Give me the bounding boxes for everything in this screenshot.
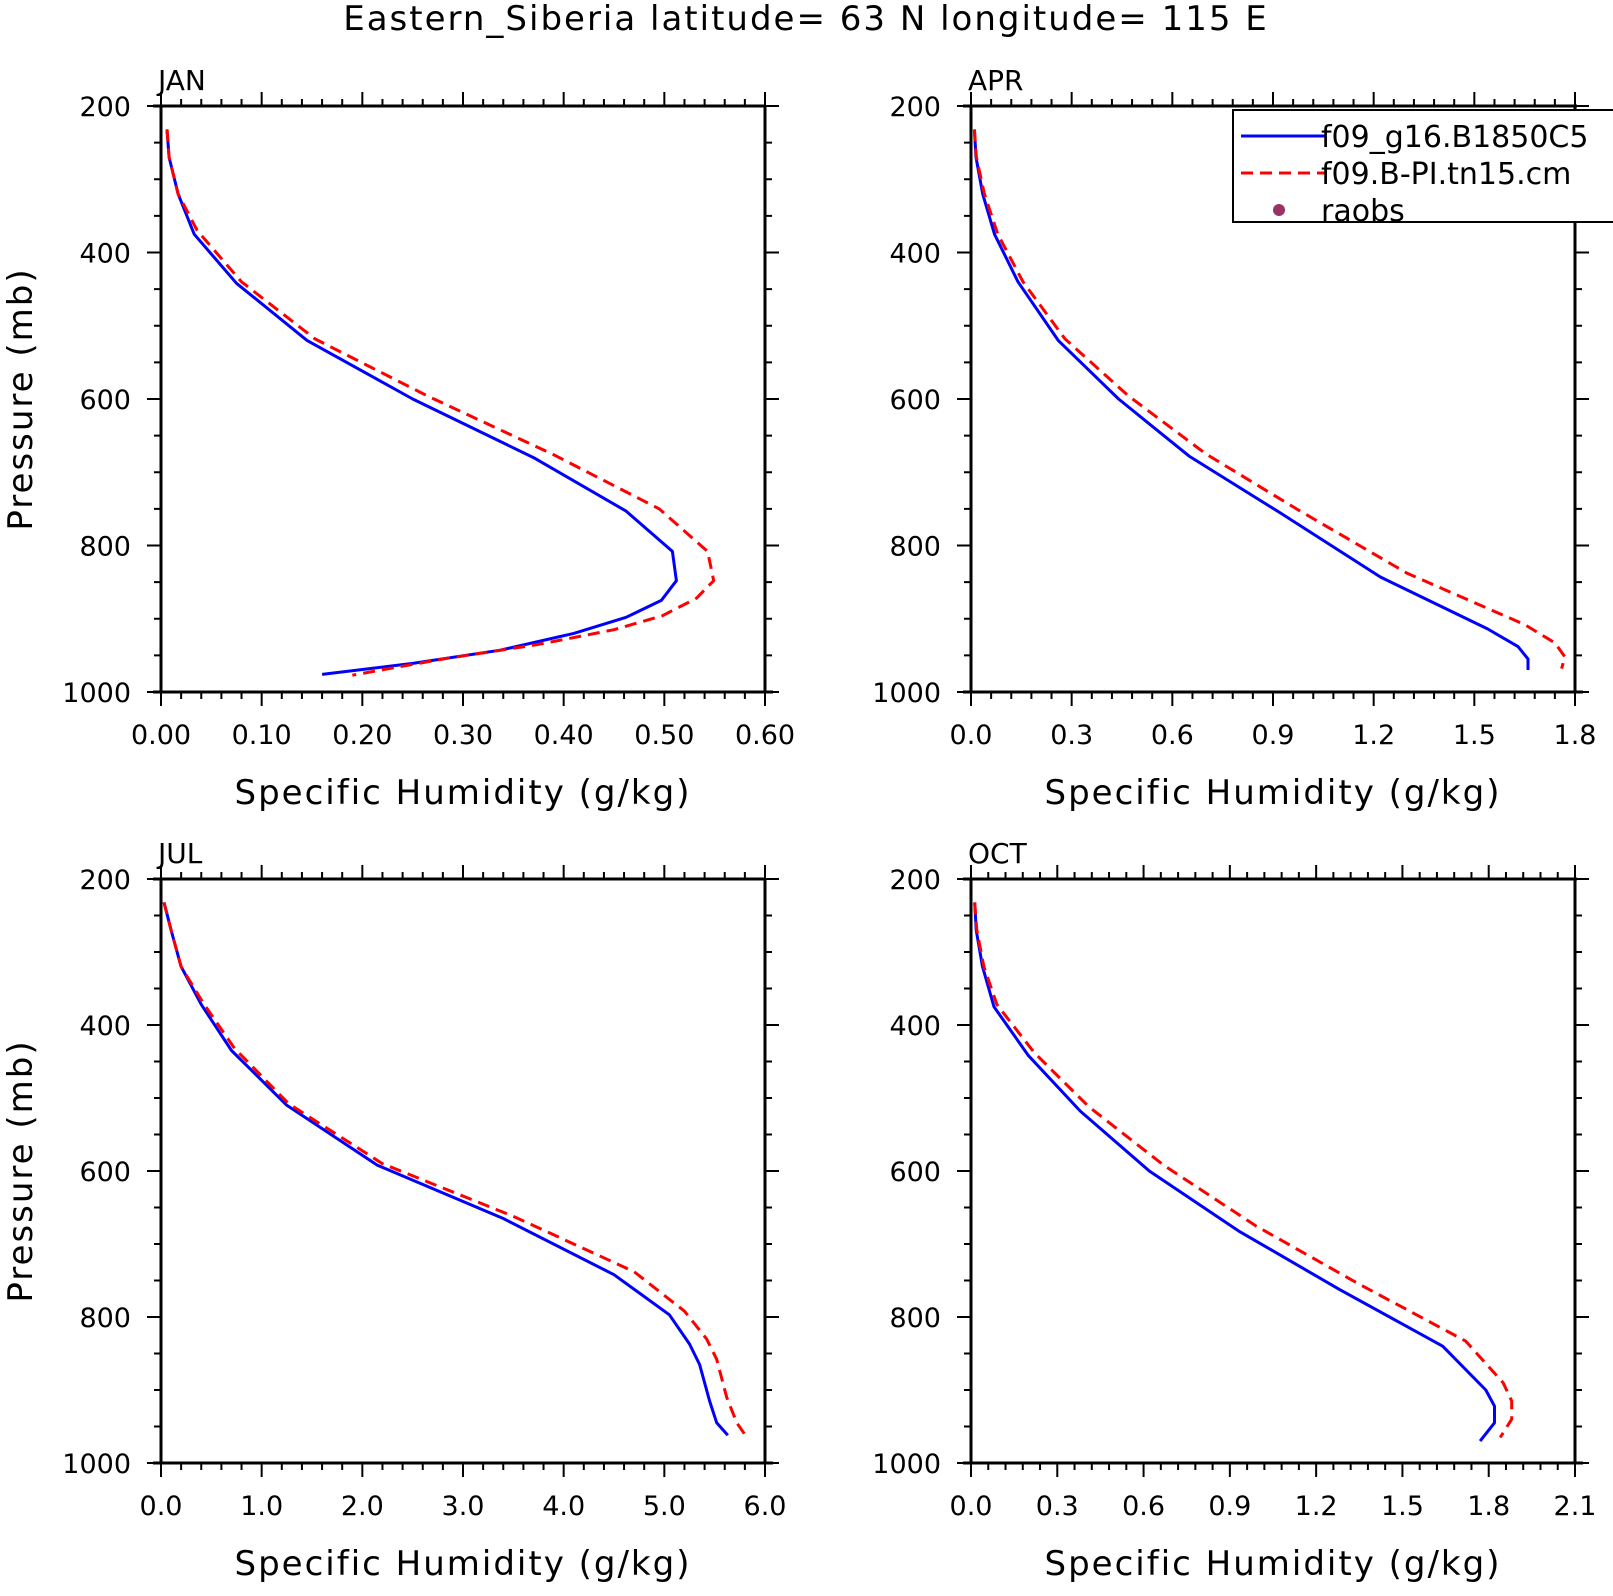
y-tick-label: 200 bbox=[889, 92, 941, 123]
series-line bbox=[972, 129, 1530, 670]
panel-title: JAN bbox=[156, 64, 206, 97]
panel-title: JUL bbox=[156, 837, 203, 870]
y-tick-label: 600 bbox=[79, 385, 131, 416]
series-line bbox=[973, 902, 1496, 1443]
series-line bbox=[165, 129, 716, 677]
x-axis-label: Specific Humidity (g/kg) bbox=[1045, 1544, 1502, 1584]
x-tick-label: 0.3 bbox=[1050, 720, 1093, 751]
y-axis-label: Pressure (mb) bbox=[1, 267, 41, 530]
legend-label: f09_g16.B1850C5 bbox=[1321, 120, 1588, 155]
x-tick-label: 0.9 bbox=[1252, 720, 1295, 751]
x-tick-label: 2.0 bbox=[341, 1491, 384, 1522]
y-tick-label: 400 bbox=[889, 1011, 941, 1042]
y-tick-label: 200 bbox=[79, 865, 131, 896]
x-tick-label: 1.2 bbox=[1295, 1491, 1338, 1522]
y-tick-label: 600 bbox=[79, 1157, 131, 1188]
x-tick-label: 1.8 bbox=[1554, 720, 1597, 751]
y-tick-label: 1000 bbox=[62, 678, 131, 709]
y-tick-label: 400 bbox=[889, 239, 941, 270]
x-tick-label: 0.60 bbox=[735, 720, 795, 751]
series-line bbox=[973, 902, 1514, 1439]
x-tick-label: 0.0 bbox=[950, 1491, 993, 1522]
x-tick-label: 0.3 bbox=[1036, 1491, 1079, 1522]
series-line bbox=[162, 902, 729, 1437]
panel-oct: 0.0 0.3 0.6 0.9 1.2 1.5 1.8 2.1 200 400 600 800 1000… bbox=[872, 837, 1596, 1584]
x-tick-label: 0.50 bbox=[634, 720, 694, 751]
y-tick-label: 1000 bbox=[872, 678, 941, 709]
x-tick-label: 0.9 bbox=[1208, 1491, 1251, 1522]
x-tick-label: 0.40 bbox=[534, 720, 594, 751]
y-tick-label: 600 bbox=[889, 1157, 941, 1188]
x-tick-label: 0.20 bbox=[332, 720, 392, 751]
x-axis-label: Specific Humidity (g/kg) bbox=[235, 773, 692, 813]
x-tick-label: 0.0 bbox=[950, 720, 993, 751]
legend-label: raobs bbox=[1321, 194, 1405, 229]
x-tick-label: 1.2 bbox=[1352, 720, 1395, 751]
x-tick-label: 1.8 bbox=[1467, 1491, 1510, 1522]
x-tick-label: 3.0 bbox=[442, 1491, 485, 1522]
x-tick-label: 0.6 bbox=[1151, 720, 1194, 751]
panel-jul: 0.0 1.0 2.0 3.0 4.0 5.0 6.0 200 400 600 800 1000 JUL… bbox=[1, 837, 786, 1584]
y-tick-label: 400 bbox=[79, 239, 131, 270]
y-tick-label: 400 bbox=[79, 1011, 131, 1042]
panel-title: APR bbox=[968, 64, 1024, 97]
x-tick-label: 0.00 bbox=[131, 720, 191, 751]
y-tick-label: 600 bbox=[889, 385, 941, 416]
x-tick-label: 1.5 bbox=[1453, 720, 1496, 751]
x-tick-label: 0.0 bbox=[140, 1491, 183, 1522]
x-tick-label: 0.10 bbox=[232, 720, 292, 751]
y-tick-label: 1000 bbox=[872, 1449, 941, 1480]
x-tick-label: 6.0 bbox=[744, 1491, 787, 1522]
x-tick-label: 5.0 bbox=[643, 1491, 686, 1522]
x-axis-label: Specific Humidity (g/kg) bbox=[235, 1544, 692, 1584]
y-tick-label: 200 bbox=[79, 92, 131, 123]
legend-marker bbox=[1273, 204, 1285, 216]
y-tick-label: 800 bbox=[79, 532, 131, 563]
series-line bbox=[165, 129, 678, 676]
figure-title: Eastern_Siberia latitude= 63 N longitude… bbox=[343, 0, 1269, 39]
y-axis-label: Pressure (mb) bbox=[1, 1039, 41, 1302]
x-tick-label: 1.0 bbox=[240, 1491, 283, 1522]
y-tick-label: 800 bbox=[889, 1303, 941, 1334]
y-tick-label: 800 bbox=[889, 532, 941, 563]
legend-label: f09.B-PI.tn15.cm bbox=[1321, 157, 1571, 192]
y-tick-label: 200 bbox=[889, 865, 941, 896]
series-line bbox=[972, 129, 1567, 670]
x-tick-label: 0.6 bbox=[1122, 1491, 1165, 1522]
x-axis-label: Specific Humidity (g/kg) bbox=[1045, 773, 1502, 813]
panel-title: OCT bbox=[968, 837, 1028, 870]
y-tick-label: 800 bbox=[79, 1303, 131, 1334]
y-tick-label: 1000 bbox=[62, 1449, 131, 1480]
x-tick-label: 2.1 bbox=[1554, 1491, 1597, 1522]
panel-apr: 0.0 0.3 0.6 0.9 1.2 1.5 1.8 200 400 600 800 1000 APR… bbox=[872, 64, 1596, 813]
panel-jan: 0.00 0.10 0.20 0.30 0.40 0.50 0.60 200 400 600 800… bbox=[1, 64, 795, 813]
x-tick-label: 4.0 bbox=[542, 1491, 585, 1522]
x-tick-label: 0.30 bbox=[433, 720, 493, 751]
x-tick-label: 1.5 bbox=[1381, 1491, 1424, 1522]
legend-box bbox=[1232, 109, 1613, 223]
series-line bbox=[162, 902, 749, 1439]
